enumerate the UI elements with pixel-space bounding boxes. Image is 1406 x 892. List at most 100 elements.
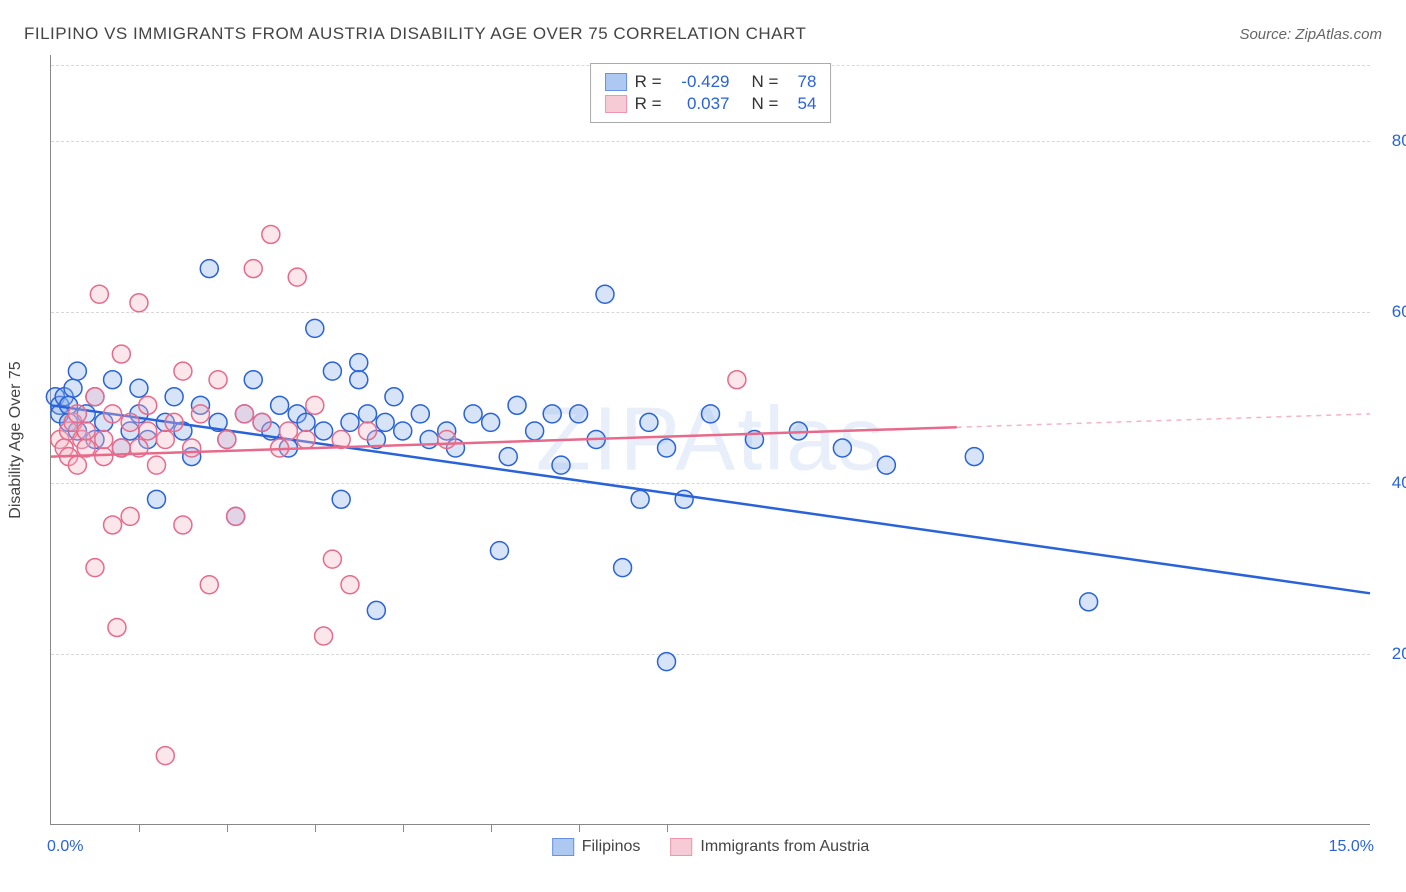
bottom-legend: Filipinos Immigrants from Austria xyxy=(552,838,870,856)
data-point xyxy=(77,422,95,440)
n-label: N = xyxy=(752,72,779,92)
data-point xyxy=(315,422,333,440)
data-point xyxy=(200,260,218,278)
data-point xyxy=(376,413,394,431)
data-point xyxy=(148,456,166,474)
data-point xyxy=(385,388,403,406)
x-tick xyxy=(403,824,404,832)
data-point xyxy=(728,371,746,389)
data-point xyxy=(570,405,588,423)
source-credit: Source: ZipAtlas.com xyxy=(1239,26,1382,43)
y-tick-label: 60.0% xyxy=(1380,302,1406,322)
data-point xyxy=(148,490,166,508)
data-point xyxy=(112,345,130,363)
data-point xyxy=(508,396,526,414)
data-point xyxy=(833,439,851,457)
data-point xyxy=(86,559,104,577)
data-point xyxy=(227,507,245,525)
data-point xyxy=(218,431,236,449)
stats-row: R = -0.429N = 78 xyxy=(605,72,817,92)
x-tick xyxy=(315,824,316,832)
data-point xyxy=(139,422,157,440)
data-point xyxy=(543,405,561,423)
data-point xyxy=(438,431,456,449)
n-value: 78 xyxy=(786,72,816,92)
data-point xyxy=(90,285,108,303)
data-point xyxy=(174,516,192,534)
data-point xyxy=(95,448,113,466)
data-point xyxy=(104,516,122,534)
data-point xyxy=(253,413,271,431)
legend-label: Immigrants from Austria xyxy=(700,838,869,856)
data-point xyxy=(367,601,385,619)
x-tick xyxy=(579,824,580,832)
data-point xyxy=(271,396,289,414)
r-label: R = xyxy=(635,72,662,92)
data-point xyxy=(108,618,126,636)
title-bar: FILIPINO VS IMMIGRANTS FROM AUSTRIA DISA… xyxy=(24,24,1382,44)
data-point xyxy=(596,285,614,303)
data-point xyxy=(244,371,262,389)
data-point xyxy=(68,456,86,474)
data-point xyxy=(482,413,500,431)
data-point xyxy=(235,405,253,423)
data-point xyxy=(183,439,201,457)
data-point xyxy=(209,371,227,389)
data-point xyxy=(394,422,412,440)
legend-swatch xyxy=(670,838,692,856)
data-point xyxy=(64,379,82,397)
n-value: 54 xyxy=(786,94,816,114)
legend-item: Filipinos xyxy=(552,838,641,856)
data-point xyxy=(68,362,86,380)
data-point xyxy=(156,747,174,765)
n-label: N = xyxy=(752,94,779,114)
series-swatch xyxy=(605,95,627,113)
series-swatch xyxy=(605,73,627,91)
data-point xyxy=(658,439,676,457)
data-point xyxy=(306,319,324,337)
data-point xyxy=(350,371,368,389)
data-point xyxy=(279,422,297,440)
legend-item: Immigrants from Austria xyxy=(670,838,869,856)
x-tick xyxy=(667,824,668,832)
r-value: 0.037 xyxy=(670,94,730,114)
stats-legend: R = -0.429N = 78R = 0.037 N = 54 xyxy=(590,63,832,123)
data-point xyxy=(552,456,570,474)
y-axis-title: Disability Age Over 75 xyxy=(7,361,25,518)
data-point xyxy=(156,431,174,449)
data-point xyxy=(200,576,218,594)
data-point xyxy=(614,559,632,577)
data-point xyxy=(1080,593,1098,611)
data-point xyxy=(341,413,359,431)
data-point xyxy=(490,542,508,560)
data-point xyxy=(121,507,139,525)
legend-swatch xyxy=(552,838,574,856)
data-point xyxy=(499,448,517,466)
data-point xyxy=(297,413,315,431)
data-point xyxy=(702,405,720,423)
chart-title: FILIPINO VS IMMIGRANTS FROM AUSTRIA DISA… xyxy=(24,24,806,44)
data-point xyxy=(130,379,148,397)
chart-area: Disability Age Over 75 ZIPAtlas 20.0%40.… xyxy=(50,55,1370,825)
data-point xyxy=(306,396,324,414)
data-point xyxy=(350,354,368,372)
data-point xyxy=(130,294,148,312)
x-tick xyxy=(491,824,492,832)
data-point xyxy=(675,490,693,508)
x-axis-max-label: 15.0% xyxy=(1329,838,1374,856)
data-point xyxy=(341,576,359,594)
data-point xyxy=(165,413,183,431)
data-point xyxy=(877,456,895,474)
data-point xyxy=(139,396,157,414)
data-point xyxy=(359,422,377,440)
data-point xyxy=(464,405,482,423)
y-tick-label: 20.0% xyxy=(1380,644,1406,664)
stats-row: R = 0.037N = 54 xyxy=(605,94,817,114)
data-point xyxy=(104,371,122,389)
trend-line-extrapolated xyxy=(957,414,1370,427)
data-point xyxy=(965,448,983,466)
data-point xyxy=(174,362,192,380)
x-tick xyxy=(227,824,228,832)
y-tick-label: 40.0% xyxy=(1380,473,1406,493)
data-point xyxy=(95,431,113,449)
